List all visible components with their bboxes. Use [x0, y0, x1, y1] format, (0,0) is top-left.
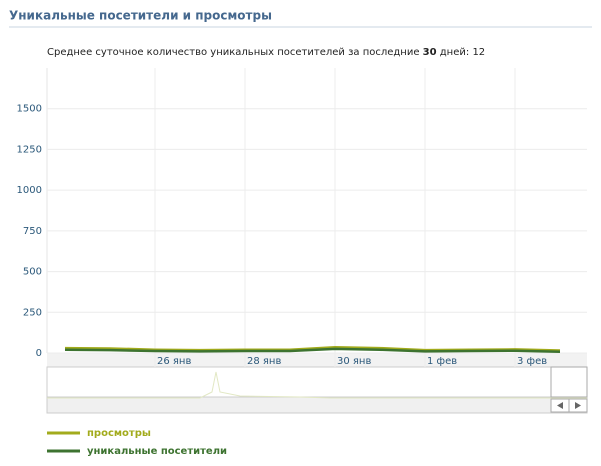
page-title: Уникальные посетители и просмотры	[9, 9, 272, 23]
summary: Среднее суточное количество уникальных п…	[47, 47, 485, 58]
summary-days: 30	[423, 47, 437, 58]
summary-suffix: дней:	[437, 47, 473, 58]
scroll-left-arrow	[557, 402, 563, 409]
y-tick-label: 1000	[17, 185, 42, 196]
x-tick-label: 28 янв	[247, 356, 281, 367]
x-tick-label: 30 янв	[337, 356, 371, 367]
series-line	[64, 346, 561, 352]
y-tick-label: 1250	[17, 144, 42, 155]
x-axis-strip	[47, 353, 587, 367]
x-tick-label: 1 фев	[427, 356, 457, 367]
legend-label: просмотры	[87, 428, 151, 439]
y-tick-label: 0	[36, 348, 42, 359]
summary-value: 12	[472, 47, 485, 58]
navigator-preview	[47, 371, 587, 399]
legend-label: уникальные посетители	[87, 446, 227, 457]
y-tick-label: 500	[23, 267, 42, 278]
series-line	[64, 347, 561, 353]
summary-prefix: Среднее суточное количество уникальных п…	[47, 47, 423, 58]
y-tick-label: 250	[23, 307, 42, 318]
navigator-scrollbar[interactable]	[46, 396, 588, 414]
navigator-window[interactable]	[550, 366, 588, 398]
scroll-right-arrow	[575, 402, 581, 409]
plot	[46, 68, 588, 414]
y-tick-label: 1500	[17, 104, 42, 115]
x-tick-label: 26 янв	[157, 356, 191, 367]
y-tick-label: 750	[23, 226, 42, 237]
x-tick-label: 3 фев	[517, 356, 547, 367]
